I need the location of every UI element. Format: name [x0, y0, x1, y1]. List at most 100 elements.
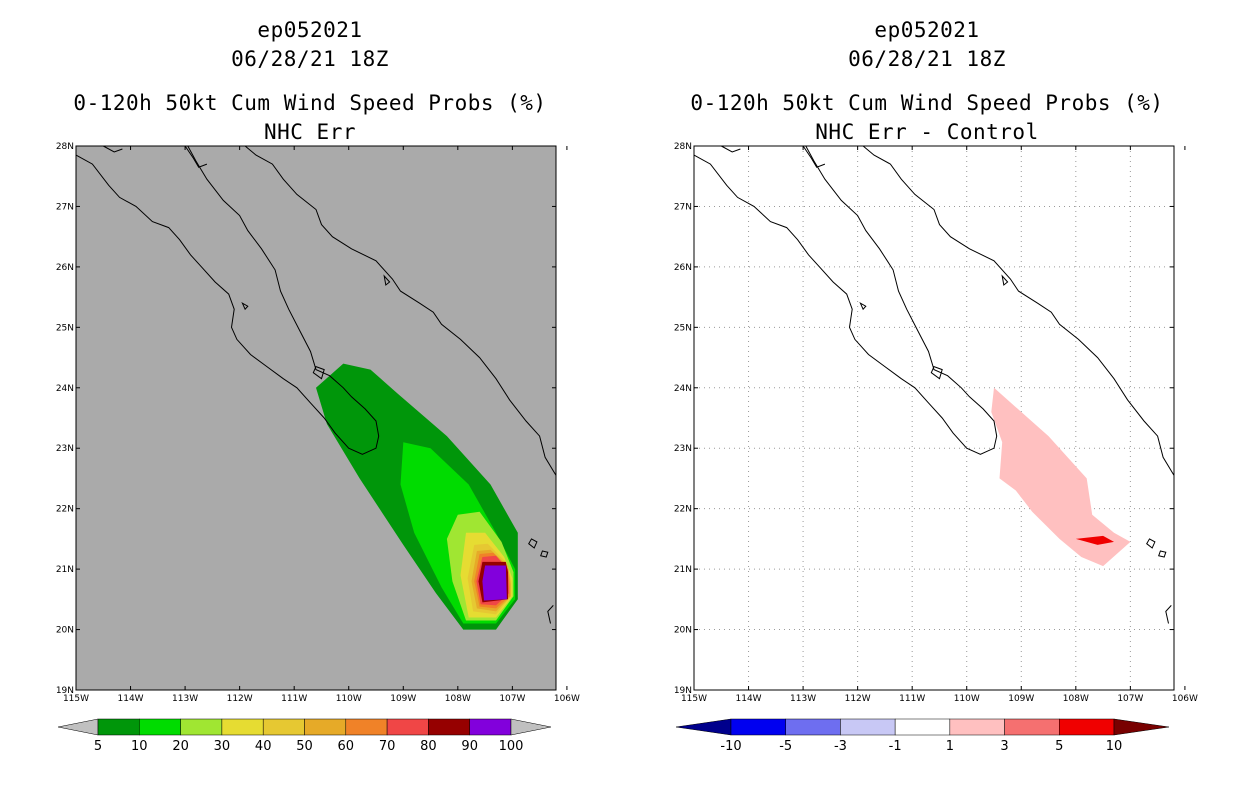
- x-tick-label: 109W: [1008, 694, 1034, 704]
- y-tick-label: 20N: [56, 626, 74, 636]
- colorbar-label: 100: [499, 739, 524, 754]
- colorbar-cell: [304, 718, 347, 736]
- coastline-segment: [547, 605, 554, 624]
- x-tick-label: 112W: [227, 694, 253, 704]
- colorbar-cell: [262, 718, 305, 736]
- colorbar-cell: [180, 718, 223, 736]
- x-tick-label: 114W: [736, 694, 762, 704]
- x-tick-label: 106W: [1172, 694, 1198, 704]
- colorbar-cell: [785, 718, 841, 736]
- x-tick-label: 111W: [281, 694, 307, 704]
- colorbar-cell: [97, 718, 140, 736]
- coastline: [75, 145, 557, 624]
- right-title-subtitle: NHC Err - Control: [815, 120, 1039, 144]
- colorbar-cell: [221, 718, 264, 736]
- colorbar-over-triangle: [510, 718, 552, 736]
- colorbar-label: 5: [1055, 739, 1063, 754]
- x-tick-label: 107W: [1117, 694, 1143, 704]
- colorbar-label: 70: [379, 739, 396, 754]
- y-tick-label: 28N: [56, 142, 74, 152]
- x-tick-label: 110W: [954, 694, 980, 704]
- colorbar-cell: [840, 718, 896, 736]
- y-tick-label: 20N: [674, 626, 692, 636]
- y-tick-label: 28N: [674, 142, 692, 152]
- colorbar-cell: [469, 718, 512, 736]
- x-tick-label: 111W: [899, 694, 925, 704]
- colorbar-over-triangle: [1113, 718, 1170, 736]
- x-tick-label: 115W: [681, 694, 707, 704]
- colorbar-cell: [894, 718, 951, 736]
- y-tick-label: 23N: [674, 444, 692, 454]
- x-tick-label: 106W: [554, 694, 580, 704]
- left-title-date: 06/28/21 18Z: [231, 47, 389, 71]
- y-tick-label: 27N: [56, 202, 74, 212]
- colorbar-label: -5: [779, 739, 792, 754]
- x-tick-label: 115W: [63, 694, 89, 704]
- coastline: [693, 145, 1175, 624]
- map-panel-1: 115W 114W 113W 112W 111W 110W 109W 108W 107W 106W…: [674, 142, 1198, 754]
- contour-100: [485, 566, 506, 597]
- x-tick-label: 114W: [118, 694, 144, 704]
- coastline-segment: [802, 145, 826, 168]
- colorbar-label: 20: [172, 739, 189, 754]
- colorbar-label: 30: [214, 739, 231, 754]
- y-tick-label: 26N: [56, 263, 74, 273]
- axis-ticks: 115W 114W 113W 112W 111W 110W 109W 108W 107W 106W…: [674, 142, 1198, 704]
- y-tick-label: 23N: [56, 444, 74, 454]
- y-tick-label: 22N: [674, 505, 692, 515]
- colorbar-cell: [345, 718, 388, 736]
- y-tick-label: 27N: [674, 202, 692, 212]
- right-title-product: 0-120h 50kt Cum Wind Speed Probs (%): [690, 91, 1164, 115]
- island-outline: [1158, 550, 1167, 558]
- coastline-segment: [244, 145, 557, 476]
- map-background: [694, 146, 1174, 690]
- x-tick-label: 112W: [845, 694, 871, 704]
- x-tick-label: 113W: [790, 694, 816, 704]
- axis-ticks: 115W 114W 113W 112W 111W 110W 109W 108W 107W 106W…: [56, 142, 580, 704]
- island-outline: [1001, 274, 1009, 286]
- island-outline: [859, 302, 867, 311]
- colorbar-label: 50: [296, 739, 313, 754]
- island-outline: [930, 365, 943, 380]
- colorbar-label: 1: [946, 739, 954, 754]
- colorbar-cell: [949, 718, 1005, 736]
- colorbar-label: 40: [255, 739, 272, 754]
- colorbar-cell: [1004, 718, 1060, 736]
- right-title-storm: ep052021: [874, 18, 980, 42]
- y-tick-label: 24N: [674, 384, 692, 394]
- y-tick-label: 26N: [674, 263, 692, 273]
- left-title-storm: ep052021: [257, 18, 363, 42]
- colorbar-cell: [1059, 718, 1115, 736]
- left-title-product: 0-120h 50kt Cum Wind Speed Probs (%): [73, 91, 547, 115]
- colorbar-cell: [139, 718, 181, 736]
- colorbar: 5 10 20 30 40 50 60 70 80 90 100: [57, 718, 552, 754]
- x-tick-label: 107W: [499, 694, 525, 704]
- map-frame: [693, 145, 1175, 691]
- colorbar-under-triangle: [675, 718, 732, 736]
- colorbar-label: -10: [720, 739, 741, 754]
- colorbar-label: 80: [420, 739, 437, 754]
- colorbar-cell: [428, 718, 470, 736]
- y-tick-label: 25N: [674, 323, 692, 333]
- colorbar-label: 90: [461, 739, 478, 754]
- island-outline: [241, 302, 249, 311]
- coastline-segment: [693, 145, 998, 455]
- colorbar: -10 -5 -3 -1 1 3 5 10: [675, 718, 1170, 754]
- colorbar-cell: [730, 718, 786, 736]
- y-tick-label: 21N: [56, 565, 74, 575]
- island-outline: [312, 365, 325, 380]
- right-title-date: 06/28/21 18Z: [848, 47, 1006, 71]
- x-tick-label: 108W: [445, 694, 471, 704]
- colorbar-label: 60: [338, 739, 355, 754]
- island-outline: [383, 274, 391, 286]
- x-tick-label: 113W: [172, 694, 198, 704]
- coastline-segment: [1165, 605, 1172, 624]
- colorbar-label: 5: [94, 739, 102, 754]
- y-tick-label: 24N: [56, 384, 74, 394]
- coastline-segment: [184, 145, 208, 168]
- contour-5: [1075, 535, 1114, 545]
- map-panel-0: 115W 114W 113W 112W 111W 110W 109W 108W 107W 106W…: [56, 142, 580, 754]
- coastline-segment: [721, 145, 741, 153]
- left-title-subtitle: NHC Err: [263, 120, 356, 144]
